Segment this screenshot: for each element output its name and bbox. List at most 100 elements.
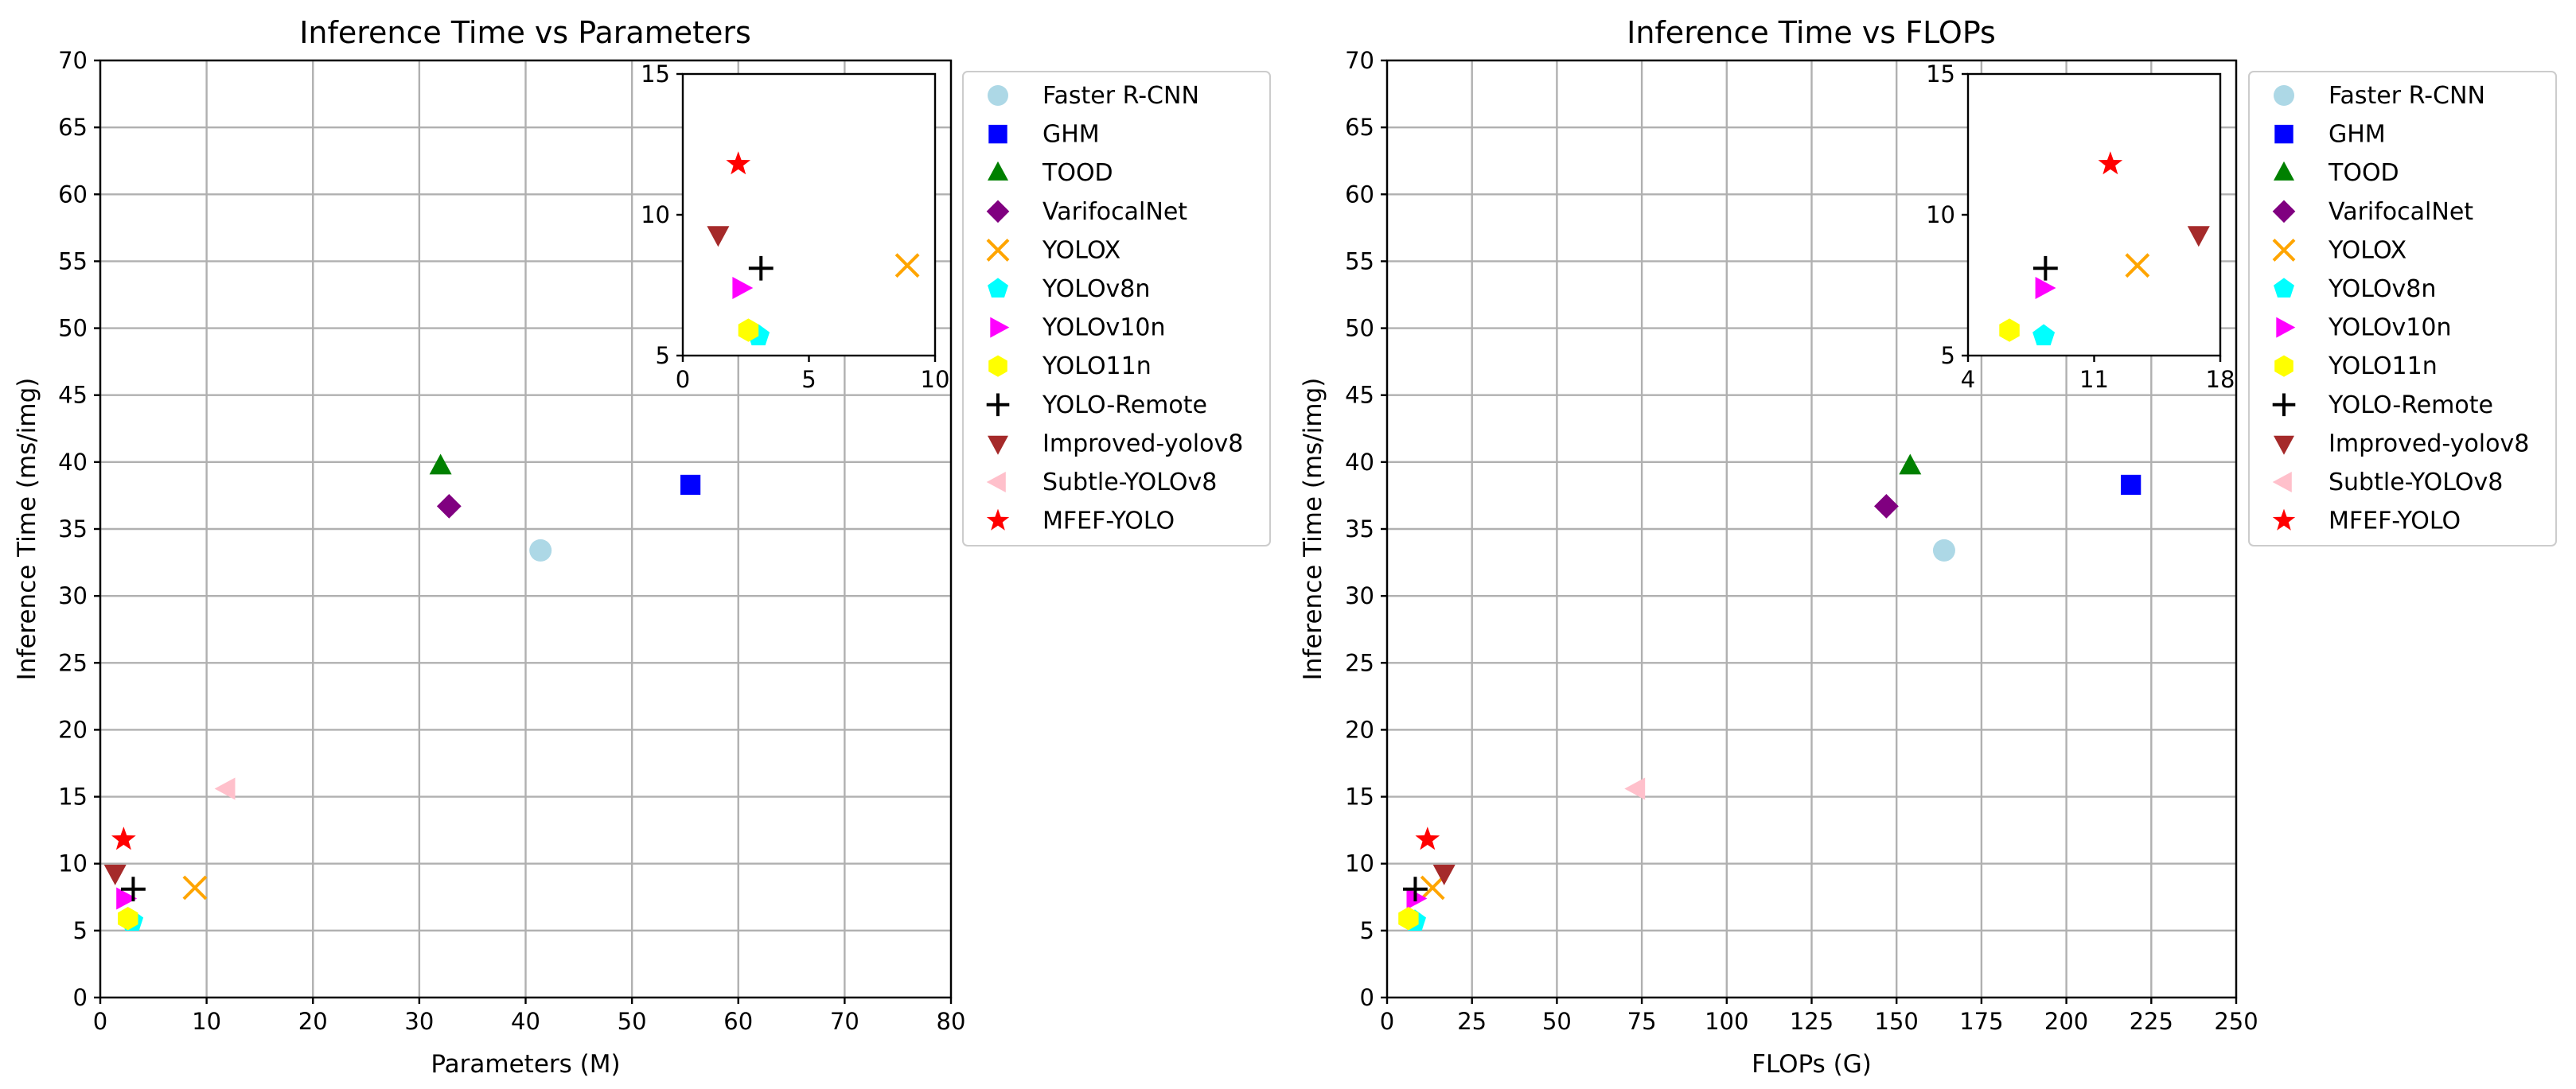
legend-entry-ghm: GHM — [988, 121, 1100, 149]
legend-entry-tood: TOOD — [988, 159, 1113, 187]
legend-label-improved-yolov8: Improved-yolov8 — [1042, 430, 1243, 457]
point-subtle-yolov8 — [1624, 777, 1646, 800]
y-tick-label: 10 — [58, 850, 88, 877]
legend-entry-improved-yolov8: Improved-yolov8 — [988, 430, 1243, 457]
y-tick-label: 15 — [58, 784, 88, 811]
point-yolo11n — [1398, 907, 1419, 931]
legend-marker-yolov10n — [990, 317, 1010, 338]
legend-label-ghm: GHM — [2329, 121, 2386, 149]
legend-marker-ghm — [988, 124, 1007, 144]
legend-marker-subtle-yolov8 — [2272, 472, 2292, 492]
legend-marker-yolo-remote — [2272, 393, 2296, 417]
point-varifocalnet — [436, 494, 462, 519]
legend-label-yolo11n: YOLO11n — [2328, 352, 2438, 380]
legend-entry-yolox: YOLOX — [986, 236, 1120, 264]
legend-label-tood: TOOD — [1042, 159, 1113, 187]
point-mfef-yolo — [1415, 826, 1440, 850]
y-axis-label: Inference Time (ms/img) — [1299, 378, 1327, 681]
legend-label-mfef-yolo: MFEF-YOLO — [1042, 508, 1175, 535]
inset-y-tick-label: 5 — [1941, 342, 1955, 369]
x-tick-label: 0 — [93, 1008, 107, 1035]
y-tick-label: 40 — [58, 449, 88, 476]
legend-entry-yolo-remote: YOLO-Remote — [986, 391, 1207, 419]
inset-point-yolo11n — [738, 318, 759, 342]
y-axis-label: Inference Time (ms/img) — [13, 378, 41, 681]
axes-frame — [1385, 59, 2238, 999]
legend-marker-faster-r-cnn — [2274, 85, 2294, 106]
x-tick-label: 175 — [1959, 1008, 2003, 1035]
inset-point-mfef-yolo — [2098, 151, 2123, 175]
legend-marker-mfef-yolo — [986, 508, 1010, 531]
legend-label-yolox: YOLOX — [2328, 236, 2406, 264]
legend-label-yolov8n: YOLOv8n — [1042, 275, 1150, 303]
y-tick-label: 45 — [58, 382, 88, 409]
legend-entry-yolov8n: YOLOv8n — [2274, 275, 2436, 303]
y-tick-label: 35 — [58, 515, 88, 543]
legend-label-subtle-yolov8: Subtle-YOLOv8 — [2329, 469, 2503, 496]
legend-label-varifocalnet: VarifocalNet — [2329, 198, 2473, 226]
legend-marker-yolox — [2272, 238, 2296, 262]
y-tick-label: 25 — [58, 649, 88, 676]
y-tick-label: 65 — [58, 114, 88, 141]
chart-title: Inference Time vs Parameters — [299, 15, 751, 50]
inset-y-tick-label: 10 — [1926, 201, 1955, 228]
inset-point-yolov10n — [732, 277, 754, 299]
legend-entry-yolov8n: YOLOv8n — [988, 275, 1150, 303]
x-axis-label: Parameters (M) — [431, 1050, 620, 1079]
legend-label-yolo11n: YOLO11n — [1042, 352, 1152, 380]
y-tick-label: 65 — [1345, 114, 1374, 141]
y-tick-label: 50 — [1345, 315, 1374, 342]
inset-y-tick-label: 15 — [1926, 60, 1955, 88]
x-tick-label: 60 — [723, 1008, 753, 1035]
y-tick-label: 35 — [1345, 515, 1374, 543]
y-tick-label: 60 — [58, 181, 88, 208]
point-yolov10n — [1406, 887, 1428, 910]
legend-label-subtle-yolov8: Subtle-YOLOv8 — [1042, 469, 1217, 496]
legend-label-varifocalnet: VarifocalNet — [1042, 198, 1187, 226]
legend-box — [962, 71, 1271, 546]
inset-area — [683, 74, 935, 356]
x-tick-label: 50 — [618, 1008, 647, 1035]
point-mfef-yolo — [111, 826, 136, 850]
inset-x-tick-label: 5 — [801, 366, 816, 393]
legend-marker-improved-yolov8 — [988, 435, 1008, 455]
x-tick-label: 40 — [511, 1008, 540, 1035]
legend-marker-improved-yolov8 — [2274, 435, 2294, 455]
point-yolox — [182, 875, 208, 900]
legend-entry-faster-r-cnn: Faster R-CNN — [988, 82, 1199, 110]
legend-entry-faster-r-cnn: Faster R-CNN — [2274, 82, 2485, 110]
legend-entry-mfef-yolo: MFEF-YOLO — [986, 508, 1175, 535]
legend-label-faster-r-cnn: Faster R-CNN — [1042, 82, 1199, 110]
legend: Faster R-CNN GHM TOOD VarifocalNet YOLOX YOLO… — [2248, 71, 2557, 546]
y-tick-label: 70 — [1345, 47, 1374, 74]
legend-marker-yolov10n — [2276, 317, 2296, 338]
legend-entry-yolov10n: YOLOv10n — [990, 314, 1166, 342]
x-tick-label: 150 — [1875, 1008, 1919, 1035]
inset-y-tick-label: 5 — [656, 342, 670, 369]
legend-marker-yolo-remote — [986, 393, 1010, 417]
x-tick-label: 80 — [937, 1008, 966, 1035]
legend-marker-yolov8n — [2274, 278, 2294, 298]
legend-entry-tood: TOOD — [2274, 159, 2399, 187]
legend-label-yolo-remote: YOLO-Remote — [1042, 391, 1207, 419]
y-tick-label: 70 — [58, 47, 88, 74]
inset-point-yolox — [2125, 253, 2150, 278]
y-tick-label: 20 — [58, 716, 88, 743]
legend-marker-yolo11n — [988, 355, 1007, 377]
legend-entry-mfef-yolo: MFEF-YOLO — [2272, 508, 2461, 535]
chart-title: Inference Time vs FLOPs — [1627, 15, 1996, 50]
point-faster-r-cnn — [529, 539, 552, 562]
legend-label-ghm: GHM — [1042, 121, 1100, 149]
x-tick-label: 10 — [192, 1008, 221, 1035]
inset-x-tick-label: 18 — [2206, 366, 2235, 393]
y-tick-label: 55 — [1345, 247, 1374, 274]
x-tick-label: 225 — [2130, 1008, 2173, 1035]
legend-entry-yolov10n: YOLOv10n — [2276, 314, 2452, 342]
inset-point-yolo11n — [1999, 318, 2020, 342]
x-tick-label: 70 — [830, 1008, 859, 1035]
y-tick-label: 50 — [58, 315, 88, 342]
inset-point-improved-yolov8 — [707, 226, 730, 247]
